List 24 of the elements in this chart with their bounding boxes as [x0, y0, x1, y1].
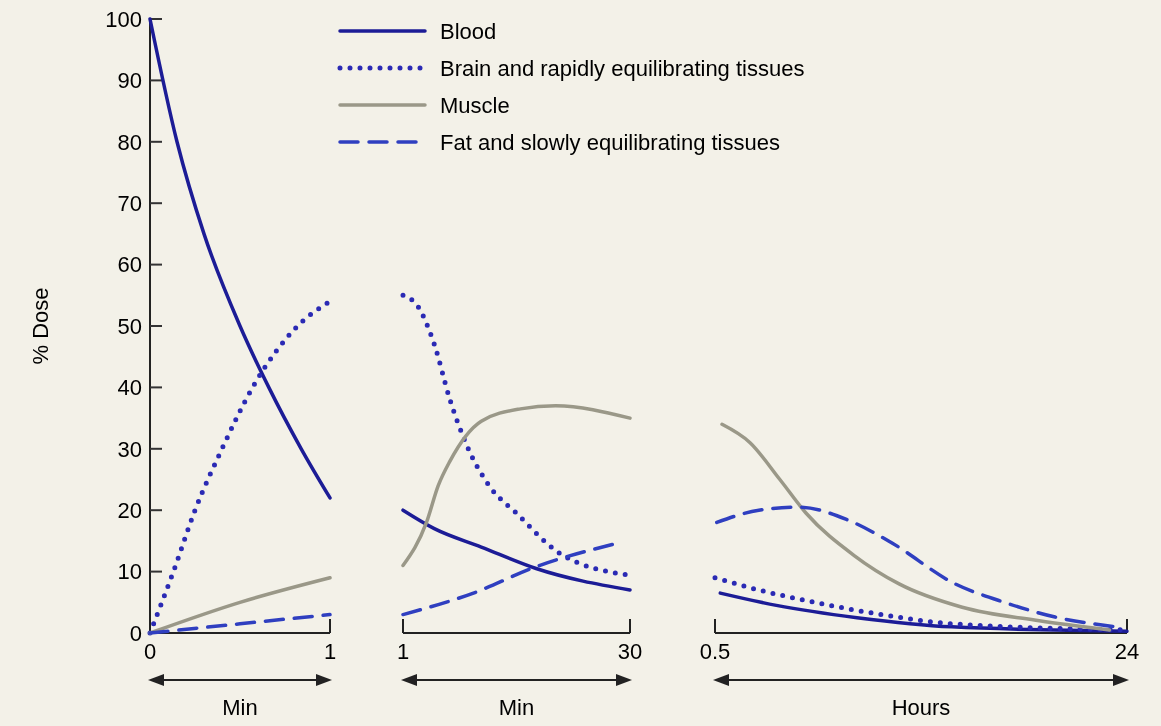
x-axis-title: Hours	[891, 695, 951, 720]
y-tick-label: 30	[117, 436, 142, 462]
y-tick-label: 0	[129, 620, 142, 646]
x-tick-label: 1	[323, 639, 337, 664]
y-tick-label: 20	[117, 497, 142, 523]
y-tick-label: 50	[117, 313, 142, 339]
x-axis-title: Min	[498, 695, 535, 720]
x-tick-label: 0.5	[699, 639, 731, 664]
y-tick-label: 90	[117, 68, 142, 94]
legend-label: Blood	[440, 18, 497, 44]
legend-label: Fat and slowly equilibrating tissues	[440, 129, 780, 155]
legend-label: Muscle	[440, 92, 510, 118]
x-tick-label: 1	[396, 639, 410, 664]
y-axis-title: % Dose	[28, 287, 53, 365]
y-tick-label: 100	[105, 6, 142, 32]
legend-label: Brain and rapidly equilibrating tissues	[440, 55, 805, 81]
y-tick-label: 10	[117, 559, 142, 585]
x-axis-title: Min	[222, 695, 258, 720]
y-tick-label: 70	[117, 190, 142, 216]
y-tick-label: 40	[117, 375, 142, 401]
y-tick-label: 60	[117, 252, 142, 278]
x-tick-label: 30	[617, 639, 643, 664]
y-tick-label: 80	[117, 129, 142, 155]
x-tick-label: 24	[1114, 639, 1140, 664]
